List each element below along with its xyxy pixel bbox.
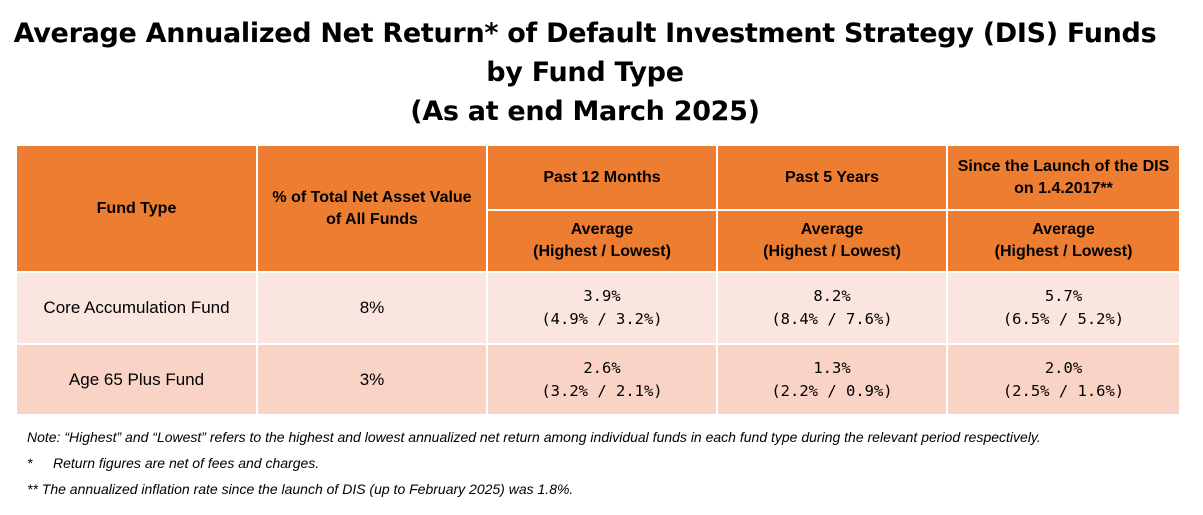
cell-range: (8.4% / 7.6%) bbox=[771, 310, 893, 328]
header-nav-share: % of Total Net Asset Value of All Funds bbox=[256, 146, 487, 272]
header-past-5-years-label: Past 5 Years bbox=[784, 168, 879, 186]
subheader-since-launch: Average (Highest / Lowest) bbox=[946, 209, 1179, 272]
header-past-12-months: Past 12 Months bbox=[486, 146, 717, 210]
cell-nav-share: 3% bbox=[256, 343, 487, 414]
cell-average: 5.7% bbox=[1044, 287, 1083, 305]
cell-range: (3.2% / 2.1%) bbox=[541, 381, 663, 400]
cell-since-launch: 2.0% (2.5% / 1.6%) bbox=[946, 343, 1179, 414]
header-nav-line-1: % of Total Net Asset Value bbox=[272, 188, 472, 206]
table-row: Core Accumulation Fund 8% 3.9% (4.9% / 3… bbox=[17, 271, 1179, 344]
subheader-avg: Average bbox=[800, 221, 864, 238]
cell-nav-share: 8% bbox=[256, 271, 487, 344]
subheader-past-12-months: Average (Highest / Lowest) bbox=[486, 209, 717, 272]
note-highest-lowest: Note: “Highest” and “Lowest” refers to t… bbox=[27, 429, 1041, 445]
title-line-2: by Fund Type bbox=[486, 57, 684, 88]
cell-fund-name: Core Accumulation Fund bbox=[17, 271, 257, 344]
subheader-avg: Average bbox=[570, 221, 634, 238]
header-fund-type: Fund Type bbox=[17, 146, 257, 272]
note-net-of-fees: * Return figures are net of fees and char… bbox=[27, 450, 1187, 476]
cell-past-12-months: 3.9% (4.9% / 3.2%) bbox=[486, 271, 717, 344]
header-nav-line-2: of All Funds bbox=[326, 210, 418, 228]
cell-average: 2.6% bbox=[583, 358, 621, 377]
subheader-past-5-years: Average (Highest / Lowest) bbox=[716, 209, 947, 272]
title-line-3: (As at end March 2025) bbox=[410, 96, 760, 127]
table-row: Age 65 Plus Fund 3% 2.6% (3.2% / 2.1%) 1… bbox=[17, 343, 1179, 414]
note-inflation: ** The annualized inflation rate since t… bbox=[27, 481, 574, 497]
cell-range: (2.2% / 0.9%) bbox=[771, 381, 893, 400]
cell-past-5-years: 1.3% (2.2% / 0.9%) bbox=[716, 343, 947, 414]
note-asterisk: * bbox=[27, 455, 33, 471]
cell-past-12-months: 2.6% (3.2% / 2.1%) bbox=[486, 343, 717, 414]
header-past-5-years: Past 5 Years bbox=[716, 146, 947, 210]
cell-average: 2.0% bbox=[1044, 358, 1083, 377]
cell-past-5-years: 8.2% (8.4% / 7.6%) bbox=[716, 271, 947, 344]
page-title: Average Annualized Net Return* of Defaul… bbox=[0, 14, 1170, 131]
header-since-line-1: Since the Launch of the DIS bbox=[957, 157, 1170, 175]
cell-range: (6.5% / 5.2%) bbox=[1002, 310, 1125, 328]
subheader-range: (Highest / Lowest) bbox=[533, 243, 671, 260]
cell-range: (4.9% / 3.2%) bbox=[541, 310, 663, 328]
cell-average: 1.3% bbox=[813, 358, 851, 377]
header-since-launch: Since the Launch of the DIS on 1.4.2017*… bbox=[946, 146, 1179, 210]
header-since-line-2: on 1.4.2017** bbox=[1014, 179, 1113, 197]
cell-fund-name: Age 65 Plus Fund bbox=[17, 343, 257, 414]
subheader-range: (Highest / Lowest) bbox=[994, 243, 1133, 260]
header-past-12-months-label: Past 12 Months bbox=[543, 168, 661, 186]
note-net-of-fees-text: Return figures are net of fees and charg… bbox=[53, 455, 320, 471]
cell-average: 3.9% bbox=[583, 287, 621, 305]
subheader-avg: Average bbox=[1032, 221, 1095, 238]
subheader-range: (Highest / Lowest) bbox=[763, 243, 901, 260]
cell-since-launch: 5.7% (6.5% / 5.2%) bbox=[946, 271, 1179, 344]
footnotes: Note: “Highest” and “Lowest” refers to t… bbox=[27, 424, 1187, 502]
dis-returns-table: Fund Type % of Total Net Asset Value of … bbox=[17, 146, 1179, 414]
cell-range: (2.5% / 1.6%) bbox=[1002, 381, 1125, 400]
header-fund-type-label: Fund Type bbox=[96, 199, 177, 217]
title-line-1: Average Annualized Net Return* of Defaul… bbox=[13, 18, 1157, 49]
cell-average: 8.2% bbox=[813, 287, 851, 305]
